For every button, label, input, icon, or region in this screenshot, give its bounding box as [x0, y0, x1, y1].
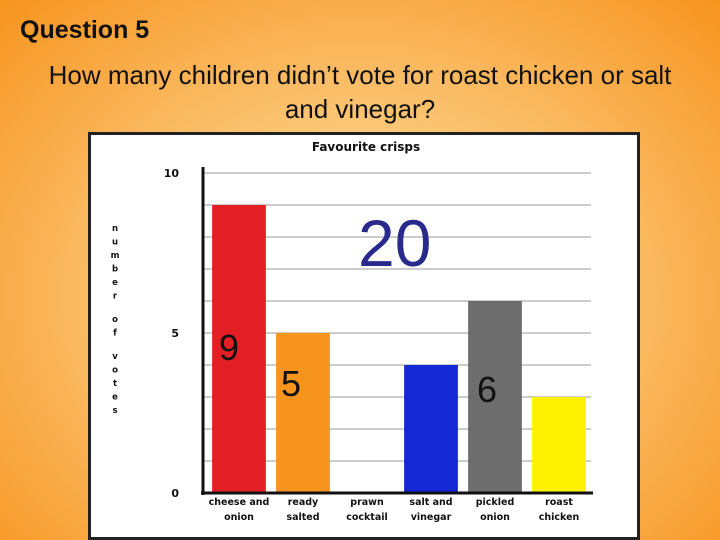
y-axis-label-letter: m	[111, 251, 120, 261]
x-tick-label: onion	[224, 512, 254, 523]
y-axis-label-letter: s	[112, 406, 117, 416]
bar	[532, 397, 586, 493]
y-axis-label-letter: o	[112, 366, 118, 376]
x-tick-label: chicken	[539, 512, 580, 523]
bar	[468, 301, 522, 493]
annotation-six: 6	[477, 369, 498, 410]
x-tick-label: cocktail	[346, 512, 388, 523]
annotation-nine: 9	[219, 327, 240, 368]
question-heading: Question 5	[20, 16, 150, 44]
y-axis-label-letter: u	[112, 238, 118, 248]
y-tick-label: 10	[164, 167, 180, 180]
y-axis-label-letter: t	[113, 379, 117, 389]
y-tick-label: 5	[171, 327, 179, 340]
chart-title: Favourite crisps	[312, 140, 420, 154]
question-text: How many children didn’t vote for roast …	[48, 60, 672, 124]
bar-chart: Favourite crisps cheese and onion ready salt…	[111, 140, 593, 523]
x-tick-label: roast	[545, 497, 573, 508]
annotation-total: 20	[358, 206, 432, 280]
x-tick-label: salted	[286, 512, 319, 523]
y-axis-label-letter: o	[112, 315, 118, 325]
y-tick-label: 0	[171, 487, 179, 500]
bar	[212, 205, 266, 493]
x-tick-label: cheese and	[209, 497, 270, 508]
x-tick-label: pickled	[476, 497, 515, 508]
y-axis-label-letter: v	[112, 352, 118, 362]
y-axis-label-letter: f	[113, 329, 117, 339]
x-tick-label: vinegar	[411, 512, 452, 523]
bar	[276, 333, 330, 493]
bar	[404, 365, 458, 493]
y-axis-label-letter: e	[112, 393, 118, 403]
y-axis-label-letter: e	[112, 278, 118, 288]
annotation-five: 5	[281, 363, 302, 404]
y-axis-label-letter: n	[112, 224, 118, 234]
y-axis-label-letter: r	[113, 292, 118, 302]
x-tick-label: salt and	[409, 497, 452, 508]
y-axis-label-letter: b	[112, 265, 118, 275]
x-tick-label: prawn	[350, 497, 384, 508]
x-tick-label: ready	[288, 497, 319, 508]
x-tick-label: onion	[480, 512, 510, 523]
chart-frame: Favourite crisps cheese and onion ready salt…	[88, 132, 640, 540]
